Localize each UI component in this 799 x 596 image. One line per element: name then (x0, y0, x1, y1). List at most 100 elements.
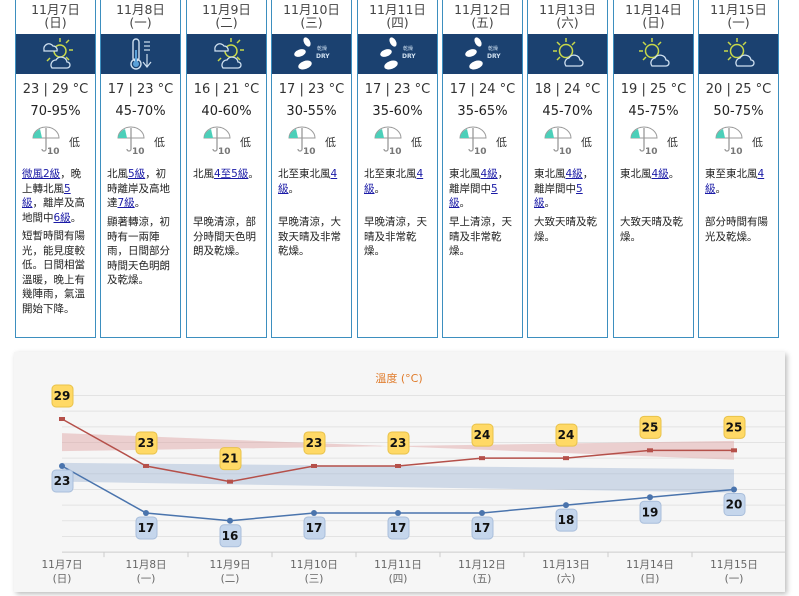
wind-force-link[interactable]: 4級 (705, 168, 765, 195)
wind-force-link[interactable]: 7級 (117, 197, 135, 209)
data-point (143, 509, 149, 516)
date-label: 11月11日 (369, 2, 426, 17)
svg-text:10: 10 (389, 147, 402, 155)
data-point (563, 456, 569, 461)
wind-force-link[interactable]: 4級 (480, 168, 498, 180)
forecast-day-3: 11月9日 (二) 16 | 21 °C 40-60% 10 低 北風4至5級。 早… (186, 0, 267, 338)
data-point (395, 509, 401, 516)
data-label-box (303, 431, 326, 455)
humidity-range: 40-60% (201, 104, 252, 119)
umbrella-icon: 10 (458, 125, 492, 159)
wind-text: 北至東北風4級。 (358, 167, 437, 211)
temperature-chart-svg: 溫度 (°C) 29 23 21 23 23 24 24 25 25 23 17 16 17 17 17 18 1… (41, 371, 786, 585)
wind-force-link[interactable]: 5級 (449, 182, 498, 210)
svg-text:DRY: DRY (316, 53, 330, 60)
weekday-label: (日) (44, 15, 67, 30)
wind-force-link[interactable]: 微風2級 (22, 168, 61, 180)
wind-force-link[interactable]: 4至5級 (214, 168, 249, 180)
data-label-box (555, 508, 578, 532)
x-tick-weekday: (一) (725, 573, 744, 585)
wind-force-link[interactable]: 5級 (22, 182, 71, 210)
umbrella-icon: 10 (543, 125, 577, 159)
data-label-box (387, 516, 410, 540)
humidity-range: 45-70% (115, 104, 166, 119)
forecast-date: 11月7日 (日) (16, 3, 95, 34)
forecast-day-1: 11月7日 (日) 23 | 29 °C 70-95% 10 低 微風2級，晚上轉北… (15, 0, 96, 338)
svg-text:DRY: DRY (402, 53, 416, 60)
svg-text:10: 10 (559, 147, 572, 155)
humidity-range: 35-60% (372, 104, 423, 119)
data-point (59, 417, 65, 421)
svg-text:DRY: DRY (487, 53, 501, 60)
temperature-range: 17 | 23 °C (278, 82, 345, 97)
x-tick-weekday: (三) (305, 573, 324, 585)
wind-text-part: 。 (374, 182, 386, 195)
wind-text: 北風5級，初時離岸及高地達7級。 (101, 167, 180, 211)
wind-text-part: 。 (544, 197, 556, 209)
svg-text:10: 10 (303, 147, 316, 155)
sun-cloud-icon (187, 34, 266, 74)
data-point (731, 448, 737, 453)
svg-text:10: 10 (47, 147, 60, 155)
psr: 10 低 (614, 125, 693, 159)
data-label: 24 (474, 428, 491, 442)
dry-label: 乾燥 (317, 45, 327, 52)
svg-text:10: 10 (132, 147, 145, 155)
date-label: 11月10日 (283, 2, 340, 17)
x-tick-label: 11月11日 (374, 559, 422, 571)
wind-force-link[interactable]: 4級 (565, 168, 583, 180)
data-label: 21 (222, 452, 239, 466)
x-tick-weekday: (一) (137, 573, 156, 585)
wind-force-link[interactable]: 5級 (534, 182, 583, 210)
data-point (311, 509, 317, 516)
data-label: 25 (642, 420, 659, 434)
temperature-range: 16 | 21 °C (193, 82, 260, 97)
svg-text:10: 10 (730, 147, 743, 155)
temperature-range: 18 | 24 °C (534, 82, 601, 97)
umbrella-icon: 10 (202, 125, 236, 159)
data-label-box (723, 492, 746, 516)
wind-force-link[interactable]: 6級 (53, 211, 71, 224)
normal-min-band (62, 462, 734, 493)
psr-level: 低 (411, 136, 422, 149)
wind-text-part: 東北風 (449, 168, 481, 180)
wind-force-link[interactable]: 5級 (128, 168, 146, 180)
forecast-day-2: 11月8日 (一) 17 | 23 °C 45-70% 10 低 北風5級，初時離岸… (100, 0, 181, 338)
data-point (479, 509, 485, 516)
umbrella-icon: 10 (629, 125, 663, 159)
umbrella-icon: 10 (373, 125, 407, 159)
x-tick-label: 11月15日 (710, 559, 758, 571)
psr: 10 低 (528, 125, 607, 159)
data-label: 20 (726, 497, 743, 511)
sunny-periods-icon (528, 34, 607, 74)
wind-text-part: ，離岸及高地間中 (22, 197, 85, 224)
temperature-range: 20 | 25 °C (705, 82, 772, 97)
psr-level: 低 (581, 136, 592, 149)
umbrella-icon: 10 (714, 125, 748, 159)
psr: 10 低 (272, 126, 351, 157)
forecast-date: 11月15日 (一) (699, 3, 778, 34)
data-label-box (471, 423, 494, 447)
data-label: 23 (306, 436, 323, 450)
psr-level: 低 (69, 136, 80, 149)
data-label-box (303, 516, 326, 540)
weekday-label: (五) (471, 15, 494, 30)
wind-force-link[interactable]: 4級 (278, 168, 338, 195)
psr: 10 低 (443, 125, 522, 159)
forecast-day-8: 11月14日 (日) 19 | 25 °C 45-75% 10 低 東北風4級。 大… (613, 0, 694, 338)
x-tick-label: 11月10日 (290, 559, 338, 571)
psr: 10 低 (16, 126, 95, 157)
wind-force-link[interactable]: 4級 (651, 168, 669, 180)
data-label: 19 (642, 505, 659, 519)
x-tick-weekday: (日) (641, 573, 660, 585)
x-tick-weekday: (日) (53, 573, 72, 585)
wind-force-link[interactable]: 4級 (364, 168, 424, 195)
wind-text: 北風4至5級。 (187, 167, 266, 211)
temperature-chart: 溫度 (°C) 29 23 21 23 23 24 24 25 25 23 17 16 17 17 17 18 1… (14, 352, 786, 592)
humidity-range: 45-70% (542, 104, 593, 119)
weather-description: 大致天晴及乾燥。 (534, 216, 597, 243)
forecast-day-9: 11月15日 (一) 20 | 25 °C 50-75% 10 低 東至東北風4級。… (698, 0, 779, 338)
x-tick-label: 11月8日 (125, 559, 166, 571)
humidity-range: 70-95% (30, 104, 81, 119)
wind-text-part: 。 (288, 182, 300, 195)
